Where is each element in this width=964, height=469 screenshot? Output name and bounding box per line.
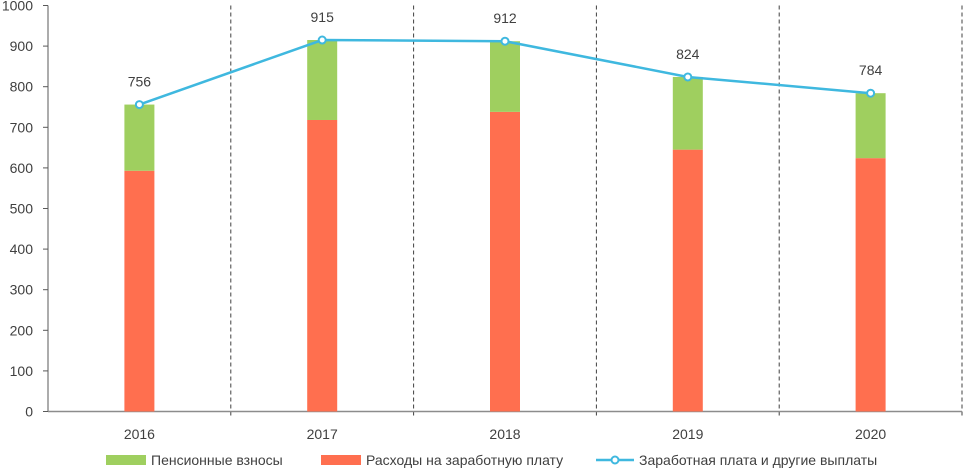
line-point [866,88,876,98]
y-tick-label: 300 [10,282,34,298]
y-tick-label: 600 [10,160,34,176]
x-tick-label: 2016 [124,426,155,442]
line-point [683,72,693,82]
bar-segment [124,170,155,412]
data-label: 784 [859,62,883,78]
y-tick-label: 400 [10,241,34,257]
y-tick-label: 1000 [2,0,33,14]
x-tick-label: 2019 [672,426,703,442]
x-tick-label: 2018 [489,426,520,442]
data-label: 912 [493,10,517,26]
y-tick-label: 500 [10,201,34,217]
bar-segment [490,111,520,412]
y-tick-label: 800 [10,79,34,95]
bar-segment [307,119,338,412]
bar-segment [307,40,338,120]
line-point [317,35,327,45]
bar-segment [672,149,703,412]
data-label: 756 [128,74,152,90]
legend-label: Заработная плата и другие выплаты [639,452,877,468]
line-point [500,36,510,46]
line-point [134,100,144,110]
x-tick-label: 2017 [307,426,338,442]
x-tick-label: 2020 [855,426,886,442]
bar-segment [124,104,155,171]
bar-segment [672,76,703,150]
bar-segment [490,41,520,112]
y-tick-label: 100 [10,363,34,379]
legend-swatch [106,455,146,465]
legend-label: Пенсионные взносы [151,452,283,468]
legend-marker [610,455,620,465]
data-label: 824 [676,46,700,62]
bar-segment [855,93,886,159]
y-tick-label: 0 [25,404,33,420]
data-label: 915 [311,9,335,25]
y-tick-label: 900 [10,38,34,54]
bar-segment [855,158,886,412]
y-tick-label: 200 [10,322,34,338]
legend-swatch [321,455,361,465]
legend-label: Расходы на заработную плату [366,452,563,468]
y-tick-label: 700 [10,119,34,135]
